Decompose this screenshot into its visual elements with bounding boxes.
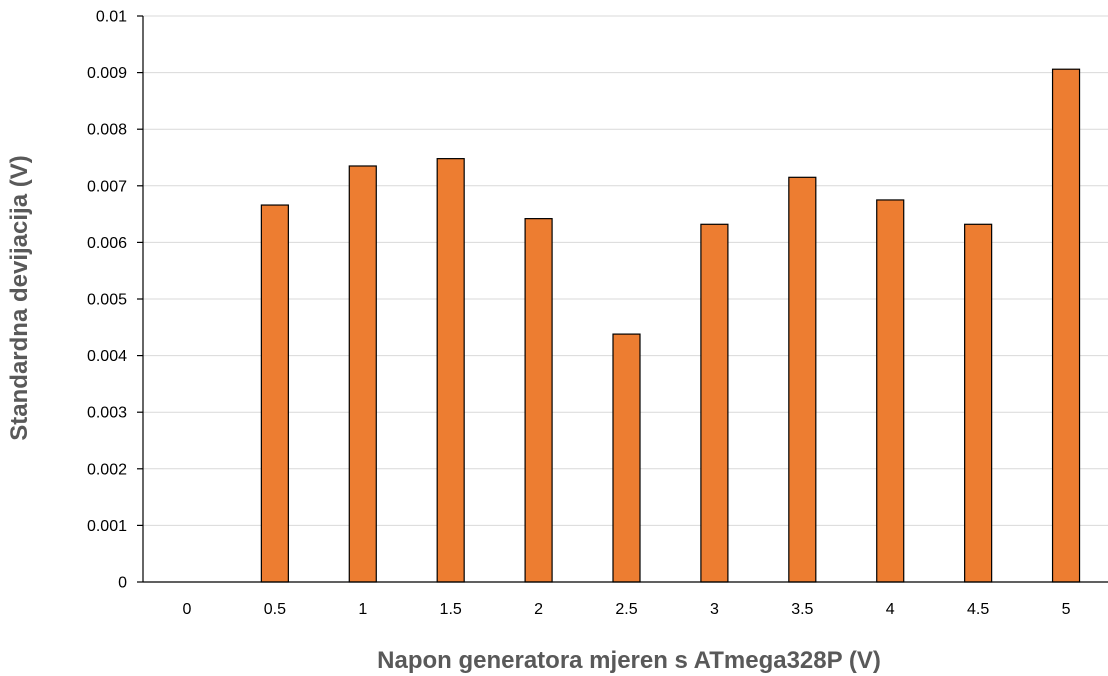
gridlines: [143, 15, 1108, 526]
y-tick-label: 0.004: [87, 348, 127, 365]
bar: [1051, 68, 1081, 583]
x-tick-label: 5: [1062, 601, 1071, 618]
y-tick-labels: 0 0.001 0.002 0.003 0.004 0.005 0.006 0.007 0.00…: [87, 9, 127, 592]
x-tick-label: 3.5: [791, 601, 813, 618]
x-axis-title: Napon generatora mjeren s ATmega328P (V): [377, 647, 881, 674]
y-tick-label: 0.005: [87, 292, 127, 309]
bar: [348, 165, 377, 583]
bar: [260, 204, 289, 583]
x-tick-label: 3: [710, 601, 719, 618]
y-tick-label: 0.002: [87, 461, 127, 478]
bar: [788, 176, 817, 583]
x-tick-label: 4.5: [967, 601, 989, 618]
bar: [964, 223, 993, 583]
axes: [137, 15, 1108, 583]
bar: [612, 333, 641, 583]
x-tick-label: 1.5: [440, 601, 462, 618]
y-tick-label: 0.006: [87, 235, 127, 252]
y-tick-label: 0.009: [87, 65, 127, 82]
y-tick-label: 0.003: [87, 405, 127, 422]
x-tick-label: 2: [534, 601, 543, 618]
bar: [700, 223, 729, 583]
y-tick-label: 0.001: [87, 518, 127, 535]
y-axis-title: Standardna devijacija (V): [6, 155, 33, 440]
y-tick-label: 0: [118, 575, 127, 592]
bar: [524, 218, 553, 583]
y-tick-label: 0.008: [87, 122, 127, 139]
x-tick-labels: 0 0.5 1 1.5 2 2.5 3 3.5 4 4.5 5: [183, 601, 1071, 618]
x-tick-label: 1: [358, 601, 367, 618]
bar: [436, 158, 465, 583]
y-tick-label: 0.01: [96, 9, 127, 26]
y-tick-label: 0.007: [87, 178, 127, 195]
x-tick-label: 0.5: [264, 601, 286, 618]
x-tick-label: 2.5: [615, 601, 637, 618]
bars: [260, 68, 1081, 583]
x-tick-label: 4: [886, 601, 895, 618]
x-tick-label: 0: [183, 601, 192, 618]
bar: [876, 199, 905, 583]
